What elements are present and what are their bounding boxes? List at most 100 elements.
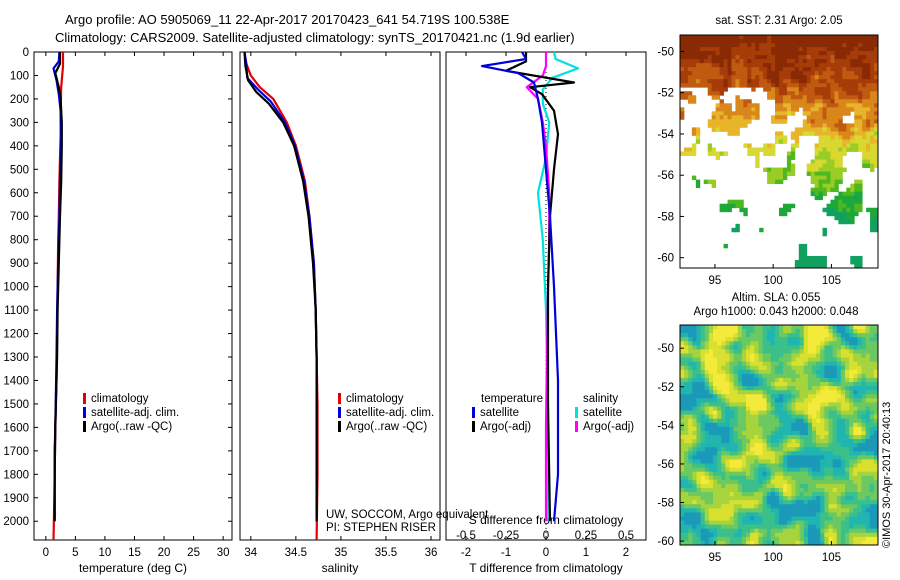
sla-cell <box>849 390 854 395</box>
sla-cell <box>692 487 697 493</box>
sst-cell <box>798 55 804 60</box>
ytick-label: 1500 <box>3 399 29 411</box>
sst-cell <box>767 143 772 148</box>
sla-cell <box>824 406 829 411</box>
sla-cell <box>717 459 722 464</box>
sla-cell <box>865 402 871 407</box>
sla-cell <box>861 508 867 513</box>
sst-cell <box>695 47 701 52</box>
sst-cell <box>719 43 724 48</box>
sla-cell <box>692 435 697 440</box>
sst-cell <box>854 135 859 140</box>
sla-cell <box>733 410 739 416</box>
sst-cell <box>870 123 875 128</box>
sla-cell <box>865 483 871 489</box>
sst-cell <box>794 143 800 148</box>
sla-cell <box>791 439 796 444</box>
sst-cell <box>711 115 717 120</box>
sla-cell <box>820 467 825 473</box>
credit-line2: PI: STEPHEN RISER <box>326 522 436 534</box>
sst-cell <box>846 219 851 225</box>
sla-cell <box>812 516 817 521</box>
sla-cell <box>680 508 685 513</box>
sla-cell <box>717 447 722 452</box>
sla-cell <box>861 406 867 411</box>
sst-cell <box>794 139 800 144</box>
sla-cell <box>746 487 751 493</box>
sst-cell <box>866 95 871 100</box>
sst-cell <box>806 167 812 172</box>
sst-cell <box>822 35 827 40</box>
sla-cell <box>733 365 739 371</box>
sla-cell <box>774 398 780 403</box>
sla-cell <box>758 418 763 424</box>
sla-cell <box>729 463 735 468</box>
sla-cell <box>688 467 693 473</box>
sst-cell <box>798 47 804 52</box>
sla-cell <box>754 329 759 334</box>
sla-cell <box>787 504 792 509</box>
sst-cell <box>683 47 689 52</box>
sla-cell <box>828 463 834 468</box>
sla-cell <box>787 512 792 517</box>
sla-cell <box>733 382 739 387</box>
sst-cell <box>846 83 851 88</box>
sst-cell <box>810 115 816 120</box>
sla-cell <box>783 504 788 509</box>
sst-cell <box>862 155 867 160</box>
sst-cell <box>862 159 867 164</box>
sla-cell <box>700 536 706 542</box>
sla-cell <box>725 341 730 346</box>
sst-cell <box>683 95 689 100</box>
sla-cell <box>869 333 875 338</box>
sla-cell <box>783 406 788 411</box>
sst-cell <box>794 127 800 132</box>
sst-cell <box>810 43 816 48</box>
sst-cell <box>786 171 792 177</box>
sla-cell <box>750 487 755 493</box>
sla-cell <box>733 402 739 407</box>
sla-cell <box>741 345 747 350</box>
sst-cell <box>862 139 867 144</box>
sla-cell <box>840 382 846 387</box>
sst-cell <box>802 39 808 44</box>
sst-cell <box>751 83 756 88</box>
sla-cell <box>803 528 809 534</box>
sst-cell <box>695 83 701 88</box>
sla-cell <box>721 377 726 383</box>
sla-cell <box>791 341 796 346</box>
sla-cell <box>849 398 854 403</box>
sla-cell <box>729 532 735 538</box>
sst-cell <box>838 131 843 136</box>
sla-cell <box>836 467 842 473</box>
sla-cell <box>787 532 792 538</box>
sst-cell <box>830 71 835 76</box>
xtick-label: 95 <box>709 552 722 564</box>
sst-cell <box>822 155 827 160</box>
sla-cell <box>750 528 755 534</box>
sla-cell <box>832 382 838 387</box>
sla-cell <box>729 406 735 411</box>
sst-cell <box>822 131 827 136</box>
sla-cell <box>816 524 821 530</box>
sst-cell <box>854 87 859 92</box>
sla-cell <box>807 451 813 456</box>
sst-cell <box>691 59 697 64</box>
sst-cell <box>739 71 744 76</box>
sst-cell <box>846 59 851 64</box>
sla-cell <box>713 365 718 371</box>
sla-cell <box>754 508 759 513</box>
sst-cell <box>779 99 784 104</box>
sla-cell <box>857 325 862 330</box>
sla-cell <box>832 325 838 330</box>
sst-cell <box>759 75 764 80</box>
sla-cell <box>733 357 739 363</box>
sla-cell <box>721 520 726 526</box>
sla-cell <box>779 443 784 448</box>
sst-cell <box>723 107 728 112</box>
sla-cell <box>746 349 751 354</box>
sst-cell <box>826 71 831 76</box>
sla-cell <box>704 373 710 379</box>
sla-cell <box>746 373 751 379</box>
ytick-label: -50 <box>657 46 674 58</box>
